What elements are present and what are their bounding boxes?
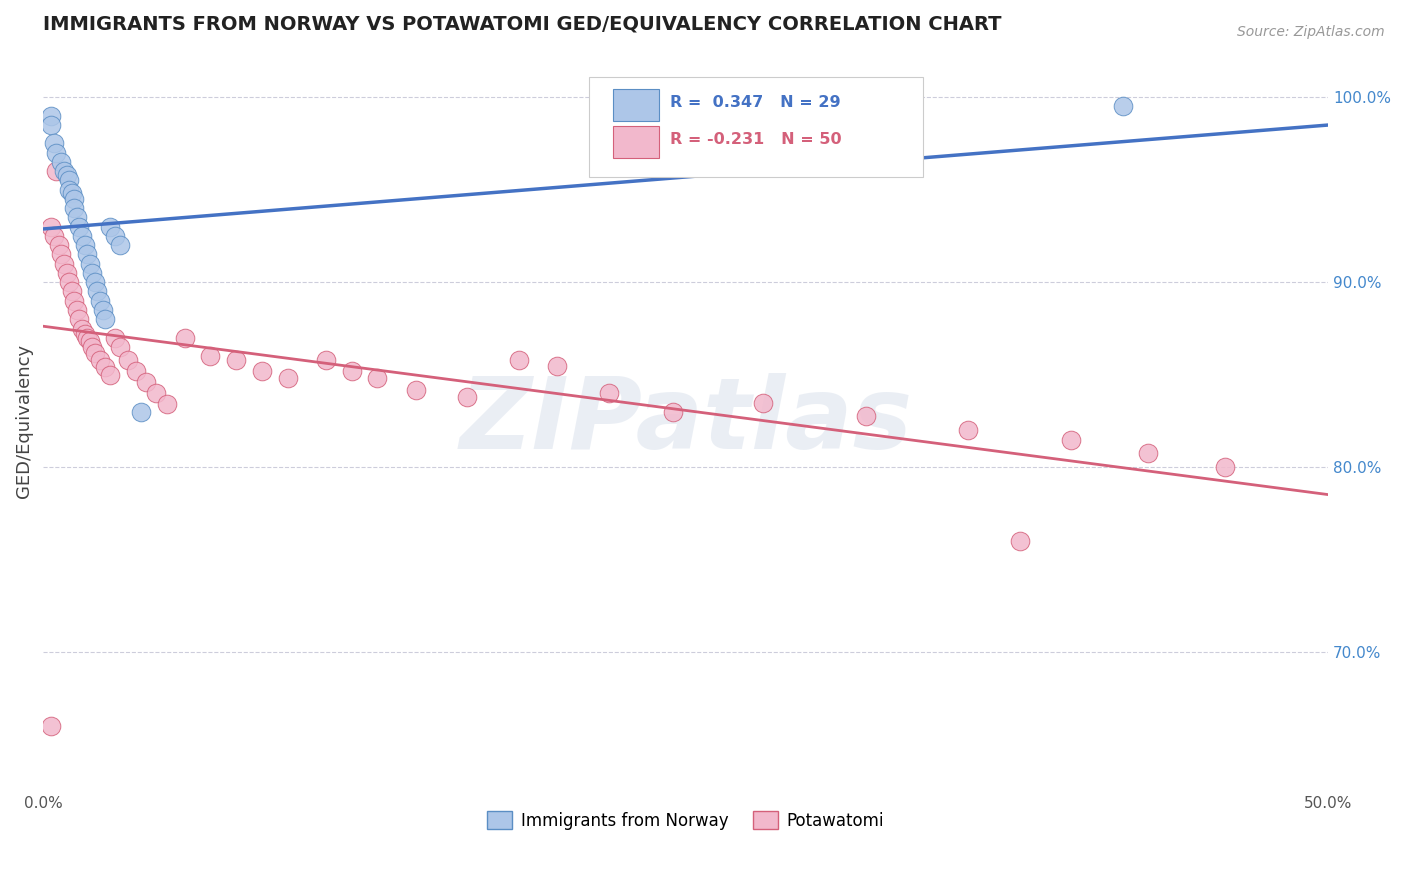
Text: IMMIGRANTS FROM NORWAY VS POTAWATOMI GED/EQUIVALENCY CORRELATION CHART: IMMIGRANTS FROM NORWAY VS POTAWATOMI GED…: [44, 15, 1002, 34]
Text: ZIPatlas: ZIPatlas: [460, 373, 912, 469]
Text: R = -0.231   N = 50: R = -0.231 N = 50: [671, 132, 842, 147]
Point: [63, 192, 86, 206]
Point: [98, 368, 121, 382]
Point: [45, 164, 67, 178]
Point: [67, 312, 90, 326]
Point: [76, 331, 98, 345]
Point: [66, 303, 89, 318]
Point: [662, 405, 685, 419]
Point: [508, 353, 530, 368]
Point: [39, 219, 62, 234]
Point: [73, 238, 96, 252]
Point: [98, 219, 121, 234]
Point: [89, 293, 111, 308]
Point: [1060, 433, 1083, 447]
Point: [117, 353, 139, 368]
Point: [89, 353, 111, 368]
Point: [39, 118, 62, 132]
Point: [135, 375, 157, 389]
Point: [55, 266, 77, 280]
Point: [156, 397, 179, 411]
Point: [1111, 99, 1133, 113]
Point: [66, 211, 89, 225]
Point: [129, 405, 152, 419]
Point: [42, 229, 65, 244]
Point: [42, 136, 65, 151]
Point: [315, 353, 337, 368]
Point: [76, 247, 98, 261]
Point: [125, 364, 148, 378]
Point: [60, 186, 83, 201]
Point: [104, 229, 127, 244]
Point: [225, 353, 247, 368]
Legend: Immigrants from Norway, Potawatomi: Immigrants from Norway, Potawatomi: [481, 805, 891, 837]
Point: [52, 164, 75, 178]
Point: [173, 331, 195, 345]
Point: [51, 155, 73, 169]
Point: [58, 183, 80, 197]
Point: [200, 349, 222, 363]
Point: [1215, 460, 1237, 475]
Point: [855, 409, 877, 423]
Point: [58, 275, 80, 289]
Point: [82, 266, 104, 280]
Point: [82, 340, 104, 354]
Point: [63, 201, 86, 215]
Point: [83, 345, 105, 359]
Point: [45, 145, 67, 160]
Point: [104, 331, 127, 345]
Y-axis label: GED/Equivalency: GED/Equivalency: [15, 344, 32, 498]
Point: [70, 229, 93, 244]
Point: [752, 395, 775, 409]
Point: [63, 293, 86, 308]
Point: [73, 327, 96, 342]
Point: [83, 275, 105, 289]
Point: [60, 285, 83, 299]
Point: [145, 386, 167, 401]
Point: [546, 359, 568, 373]
FancyBboxPatch shape: [613, 88, 659, 121]
Point: [110, 238, 132, 252]
Point: [51, 247, 73, 261]
FancyBboxPatch shape: [613, 126, 659, 158]
Text: R =  0.347   N = 29: R = 0.347 N = 29: [671, 95, 841, 111]
Point: [94, 312, 117, 326]
Point: [79, 334, 101, 349]
Point: [276, 371, 298, 385]
Point: [366, 371, 388, 385]
Point: [598, 386, 620, 401]
Point: [70, 321, 93, 335]
Point: [91, 303, 114, 318]
Point: [79, 257, 101, 271]
Point: [957, 423, 980, 437]
Point: [405, 383, 427, 397]
Point: [94, 360, 117, 375]
Point: [58, 173, 80, 187]
Point: [86, 285, 108, 299]
Point: [39, 719, 62, 733]
FancyBboxPatch shape: [589, 77, 924, 177]
Point: [110, 340, 132, 354]
Point: [48, 238, 70, 252]
Text: Source: ZipAtlas.com: Source: ZipAtlas.com: [1237, 25, 1385, 39]
Point: [55, 168, 77, 182]
Point: [456, 390, 478, 404]
Point: [340, 364, 363, 378]
Point: [1137, 445, 1160, 459]
Point: [39, 109, 62, 123]
Point: [1008, 534, 1031, 549]
Point: [250, 364, 273, 378]
Point: [67, 219, 90, 234]
Point: [52, 257, 75, 271]
